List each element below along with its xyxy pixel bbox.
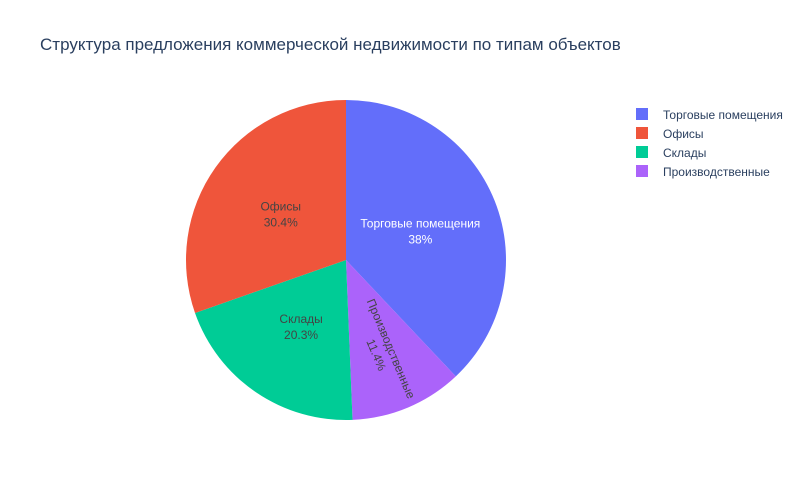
pie-slice-1[interactable]: [346, 260, 456, 420]
legend-swatch: [636, 127, 648, 139]
legend-item-0[interactable]: Торговые помещения: [636, 108, 783, 122]
slice-label-0: Торговые помещения 38%: [360, 216, 480, 246]
pie-slice-3[interactable]: [186, 100, 346, 313]
slice-label-2: Склады 20.3%: [279, 312, 322, 342]
slice-label-3: Офисы 30.4%: [260, 200, 301, 230]
legend-label: Производственные: [663, 165, 770, 179]
legend-label: Офисы: [663, 127, 704, 141]
pie-slice-2[interactable]: [195, 260, 353, 420]
slice-name-label: Торговые помещения: [360, 216, 480, 230]
slice-percent-label: 30.4%: [264, 216, 298, 230]
chart-title: Структура предложения коммерческой недви…: [40, 35, 621, 54]
legend-swatch: [636, 146, 648, 158]
slice-percent-label: 20.3%: [284, 328, 318, 342]
slice-percent-label: 38%: [408, 232, 432, 246]
legend-swatch: [636, 165, 648, 177]
slice-name-label: Склады: [279, 312, 322, 326]
legend-label: Склады: [663, 146, 706, 160]
legend-item-3[interactable]: Производственные: [636, 165, 770, 179]
legend-swatch: [636, 108, 648, 120]
pie-slice-0[interactable]: [346, 100, 506, 377]
legend-label: Торговые помещения: [663, 108, 783, 122]
legend-item-1[interactable]: Офисы: [636, 127, 704, 141]
legend-item-2[interactable]: Склады: [636, 146, 706, 160]
slice-name-label: Офисы: [260, 200, 301, 214]
